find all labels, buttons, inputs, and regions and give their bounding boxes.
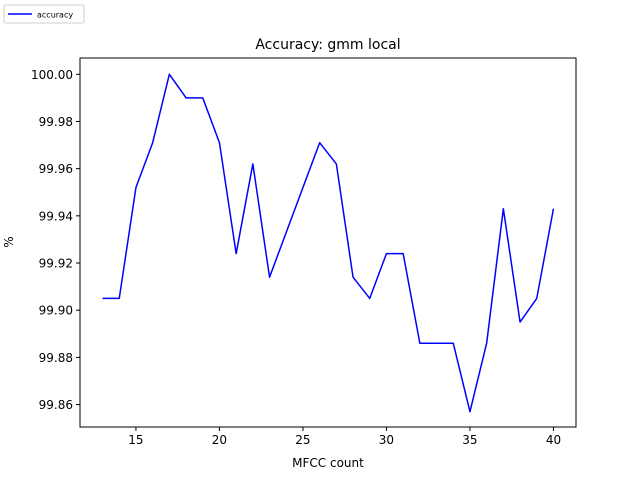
y-tick-label: 99.88 — [39, 351, 73, 365]
x-tick-label: 15 — [128, 433, 143, 447]
y-axis-label: % — [2, 236, 16, 247]
x-tick-label: 40 — [546, 433, 561, 447]
legend: accuracy — [3, 4, 85, 24]
y-tick-label: 99.92 — [39, 257, 73, 271]
y-tick-label: 99.96 — [39, 162, 73, 176]
x-tick-label: 30 — [379, 433, 394, 447]
chart-title: Accuracy: gmm local — [255, 37, 400, 53]
series-line-accuracy — [102, 73, 555, 413]
y-tick-label: 99.98 — [39, 115, 73, 129]
y-axis: 99.86 99.88 99.90 99.92 99.94 99.96 99.98 100.0… — [31, 68, 80, 412]
y-tick-label: 99.86 — [39, 398, 73, 412]
plot-frame — [79, 57, 577, 428]
y-tick-label: 99.94 — [39, 209, 73, 223]
legend-label-accuracy: accuracy — [37, 11, 73, 20]
x-tick-label: 20 — [212, 433, 227, 447]
x-axis-label: MFCC count — [292, 456, 364, 470]
y-tick-label: 100.00 — [31, 68, 73, 82]
plot-area — [102, 73, 555, 413]
legend-frame — [3, 4, 85, 24]
y-tick-label: 99.90 — [39, 304, 73, 318]
x-tick-label: 35 — [462, 433, 477, 447]
x-axis: 15 20 25 30 35 40 — [128, 427, 561, 447]
x-tick-label: 25 — [295, 433, 310, 447]
